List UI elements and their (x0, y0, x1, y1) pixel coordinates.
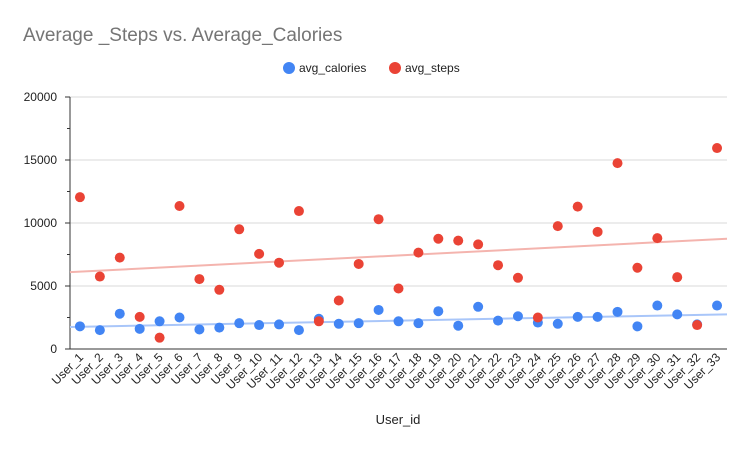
point-avg-steps (512, 272, 523, 283)
point-avg-calories (94, 325, 105, 336)
point-avg-steps (632, 262, 643, 273)
point-avg-steps (134, 311, 145, 322)
point-avg-calories (134, 323, 145, 334)
y-axis-tick-labels: 0 5000 10000 15000 20000 (24, 90, 58, 356)
point-avg-steps (433, 233, 444, 244)
point-avg-steps (154, 332, 165, 343)
y-tick-label: 20000 (24, 90, 58, 104)
point-avg-calories (493, 315, 504, 326)
x-axis-tick-labels: User_1User_2User_3User_4User_5User_6User… (49, 350, 724, 392)
y-tick-label: 5000 (30, 279, 57, 293)
point-avg-calories (612, 306, 623, 317)
data-points (74, 143, 723, 343)
point-avg-steps (413, 247, 424, 258)
point-avg-calories (293, 325, 304, 336)
point-avg-calories (712, 300, 723, 311)
point-avg-calories (274, 319, 285, 330)
point-avg-steps (174, 200, 185, 211)
point-avg-steps (353, 258, 364, 269)
point-avg-steps (333, 295, 344, 306)
point-avg-steps (672, 272, 683, 283)
legend-marker-avg-steps (389, 62, 401, 74)
point-avg-calories (214, 322, 225, 333)
point-avg-steps (74, 192, 85, 203)
point-avg-steps (293, 206, 304, 217)
x-axis-label: User_id (376, 412, 421, 427)
point-avg-steps (373, 214, 384, 225)
point-avg-calories (114, 308, 125, 319)
point-avg-steps (234, 224, 245, 235)
point-avg-calories (174, 312, 185, 323)
point-avg-calories (413, 318, 424, 329)
point-avg-calories (473, 301, 484, 312)
legend-marker-avg-calories (283, 62, 295, 74)
legend-label-avg-steps: avg_steps (405, 61, 460, 75)
point-avg-steps (532, 312, 543, 323)
point-avg-steps (274, 257, 285, 268)
point-avg-calories (453, 320, 464, 331)
point-avg-steps (194, 274, 205, 285)
point-avg-steps (214, 284, 225, 295)
point-avg-calories (433, 306, 444, 317)
point-avg-steps (453, 235, 464, 246)
point-avg-calories (353, 318, 364, 329)
point-avg-steps (94, 271, 105, 282)
trendlines (69, 237, 728, 328)
point-avg-calories (652, 300, 663, 311)
point-avg-steps (592, 226, 603, 237)
point-avg-steps (493, 260, 504, 271)
point-avg-steps (612, 158, 623, 169)
point-avg-steps (313, 316, 324, 327)
point-avg-calories (552, 318, 563, 329)
point-avg-calories (373, 304, 384, 315)
point-avg-calories (254, 320, 265, 331)
point-avg-calories (234, 318, 245, 329)
point-avg-steps (652, 233, 663, 244)
chart-title: Average _Steps vs. Average_Calories (23, 25, 342, 46)
point-avg-calories (632, 321, 643, 332)
y-tick-label: 15000 (24, 153, 58, 167)
point-avg-calories (194, 324, 205, 335)
point-avg-steps (692, 320, 703, 331)
point-avg-calories (154, 316, 165, 327)
point-avg-calories (672, 309, 683, 320)
gridlines (65, 96, 727, 350)
point-avg-calories (74, 321, 85, 332)
point-avg-calories (592, 311, 603, 322)
point-avg-steps (254, 248, 265, 259)
point-avg-calories (393, 316, 404, 327)
point-avg-steps (114, 252, 125, 263)
point-avg-steps (712, 143, 723, 154)
point-avg-steps (552, 221, 563, 232)
point-avg-steps (473, 239, 484, 250)
point-avg-calories (512, 311, 523, 322)
point-avg-calories (333, 318, 344, 329)
point-avg-steps (572, 201, 583, 212)
y-tick-label: 0 (50, 342, 57, 356)
y-tick-label: 10000 (24, 216, 58, 230)
point-avg-steps (393, 283, 404, 294)
legend: avg_calories avg_steps (283, 61, 460, 75)
trendline-avg-steps (69, 237, 728, 274)
point-avg-calories (572, 311, 583, 322)
legend-label-avg-calories: avg_calories (299, 61, 366, 75)
